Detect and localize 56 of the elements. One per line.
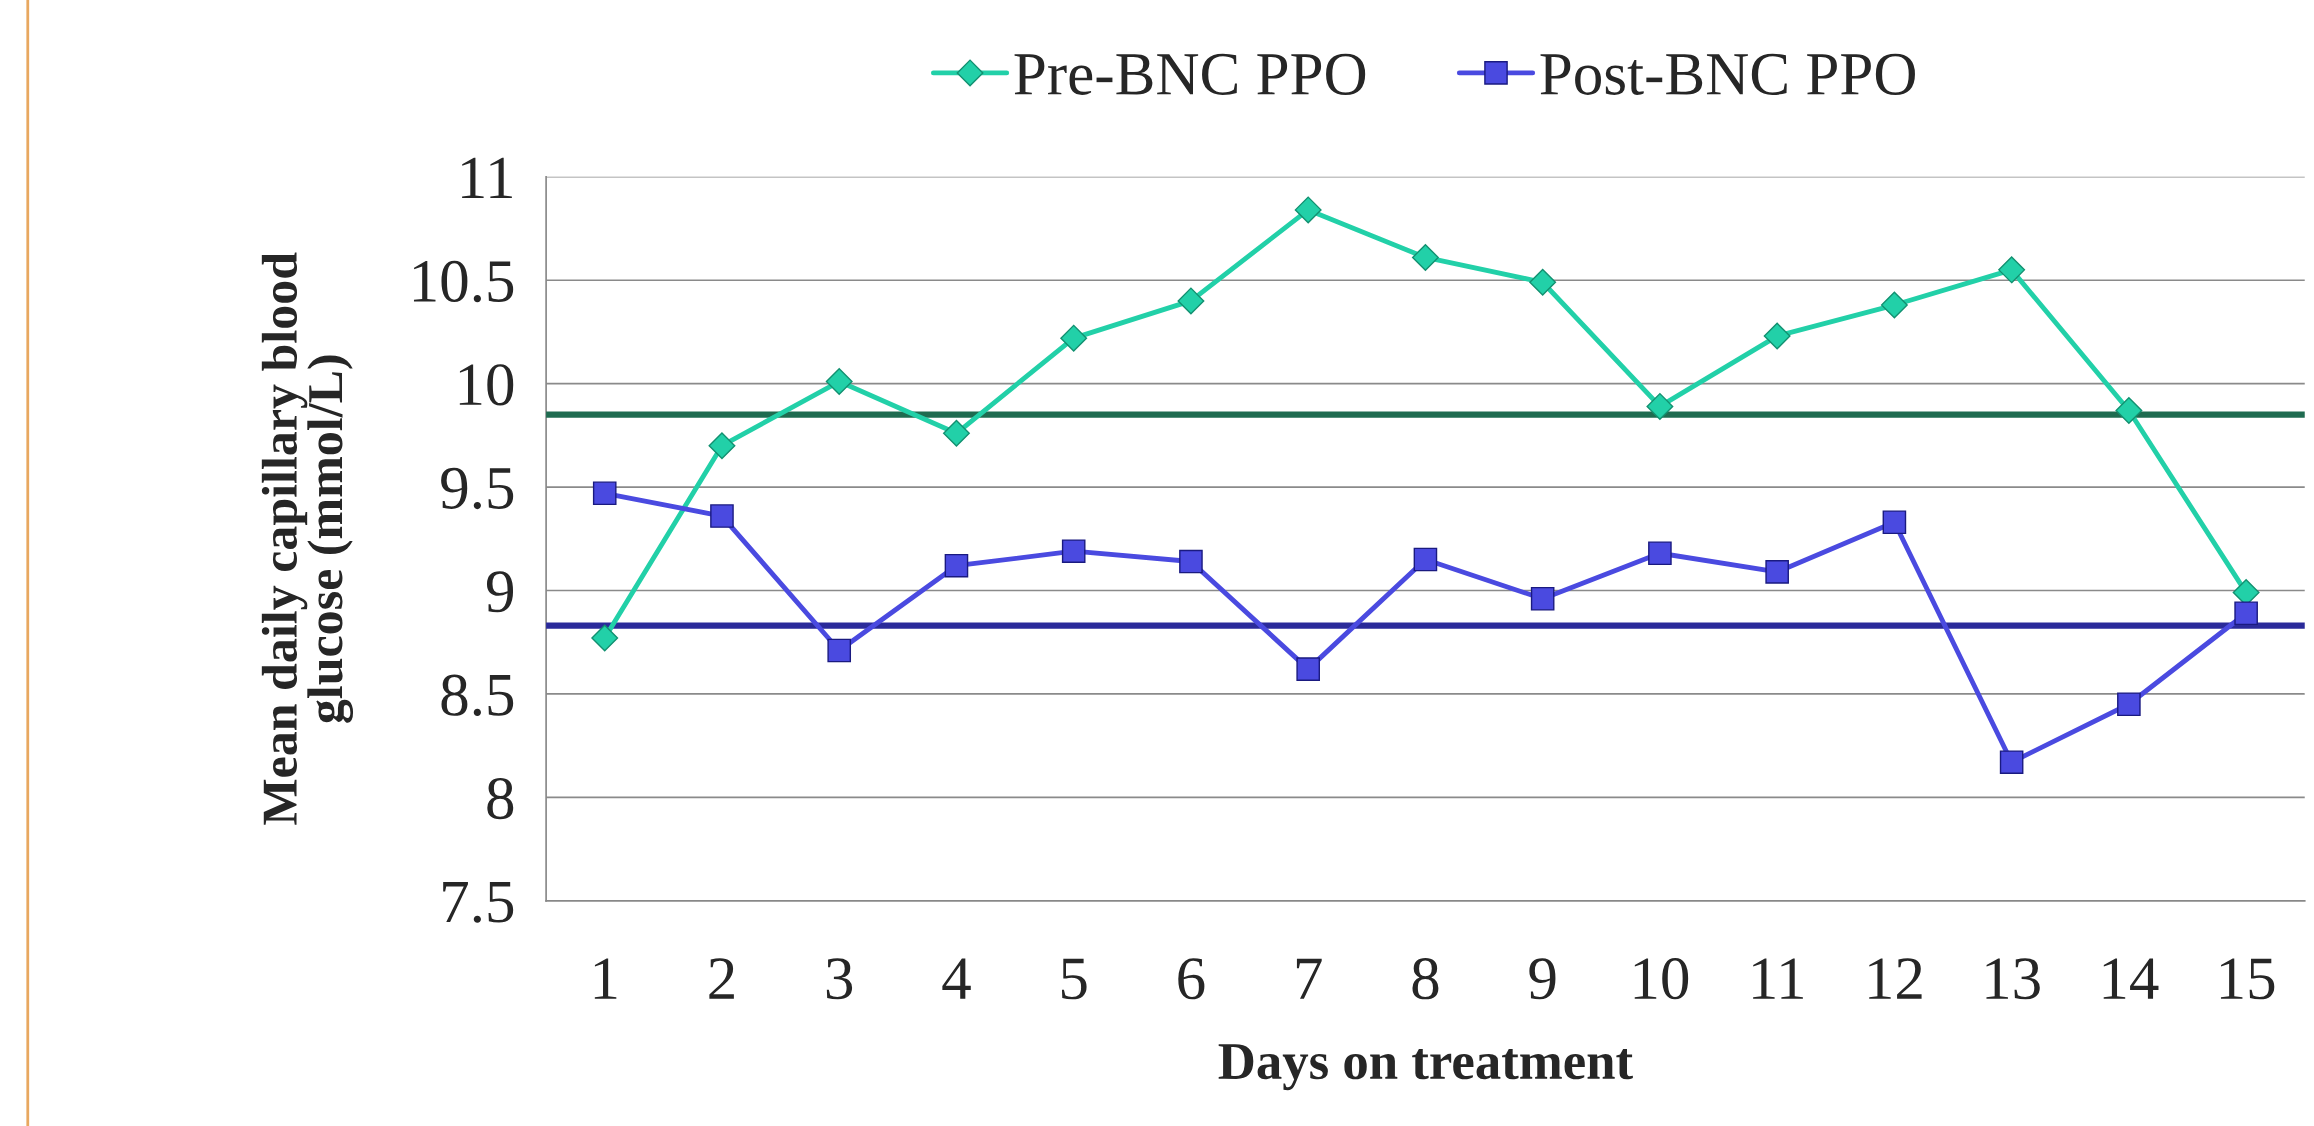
y-axis-title: Mean daily capillary blood glucose (mmol/L) [261,252,354,825]
x-tick-label: 3 [826,958,853,1000]
point [1765,560,1789,584]
y-tick-label: 8.5 [441,674,514,717]
x-tick-label: 1 [594,958,617,999]
x-tick-label: 10 [1634,958,1689,1000]
x-axis-title: Days on treatment [1218,1044,1633,1091]
point [1999,750,2024,775]
x-tick-label: 9 [1529,958,1556,1000]
x-tick-label: 13 [1986,958,2040,1000]
x-tick-label: 12 [1869,958,1922,999]
x-tick-label: 2 [709,958,734,999]
point [710,504,734,528]
y-tick-label: 11 [462,157,512,198]
point [1530,586,1555,611]
x-tick-label: 7 [1296,958,1322,999]
y-tick-label: 10 [459,364,514,406]
point [1296,657,1320,681]
y-tick-label: 9.5 [441,467,514,510]
point [1179,549,1203,574]
point [1294,196,1322,224]
x-tick-label: 15 [2220,958,2275,1000]
point [1177,287,1205,315]
y-tick-label: 8 [487,777,514,820]
y-tick-label: 7.5 [443,881,514,923]
point [1880,291,1908,319]
point [1763,322,1791,350]
point [825,368,853,396]
point [1061,539,1086,564]
point [1998,256,2026,284]
point [2117,692,2141,717]
point [708,432,736,460]
point [1529,268,1557,296]
point [2115,397,2143,424]
x-tick-label: 14 [2103,958,2159,999]
point [1413,547,1438,572]
legend-label: Post-BNC PPO [1540,53,1915,95]
y-tick-label: 9 [486,571,514,613]
x-tick-label: 8 [1412,958,1439,1000]
point [827,638,852,663]
legend-label: Pre-BNC PPO [1014,53,1366,95]
x-tick-label: 5 [1061,958,1087,1000]
point [1648,541,1672,566]
point [591,624,619,652]
point [2234,601,2258,626]
point [1646,392,1674,420]
point [1411,243,1439,271]
point [1882,510,1907,535]
y-tick-label: 10.5 [413,260,514,303]
x-tick-label: 6 [1178,958,1205,1000]
point [942,419,970,447]
x-tick-label: 4 [942,958,971,999]
point [592,481,617,506]
x-tick-label: 11 [1753,958,1803,999]
point [1060,324,1088,352]
point [944,553,969,578]
